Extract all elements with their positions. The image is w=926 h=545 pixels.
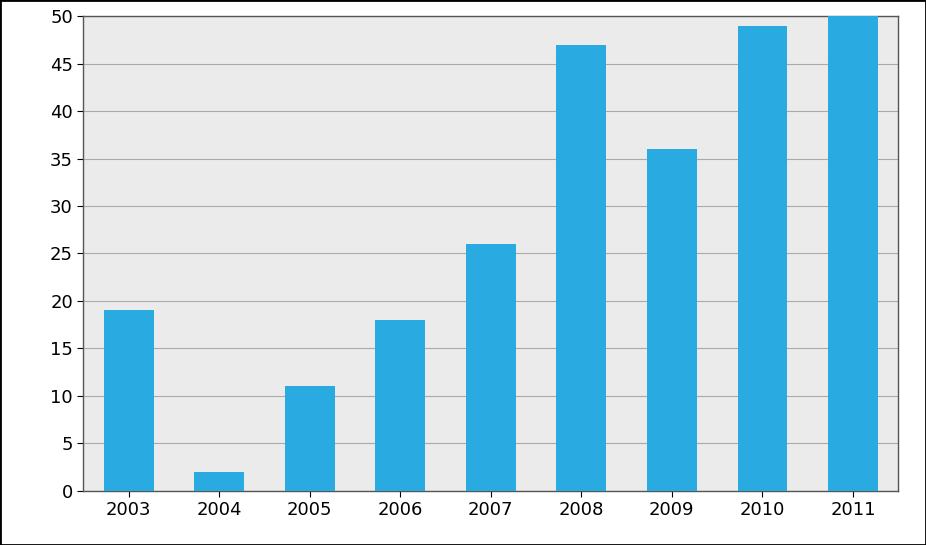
Bar — [104, 310, 154, 490]
Bar — [647, 149, 696, 490]
Bar — [737, 26, 787, 490]
Bar — [375, 320, 425, 490]
Bar — [285, 386, 334, 490]
Bar — [828, 16, 878, 490]
Bar — [557, 45, 607, 491]
Bar — [466, 244, 516, 490]
Bar — [194, 471, 244, 490]
